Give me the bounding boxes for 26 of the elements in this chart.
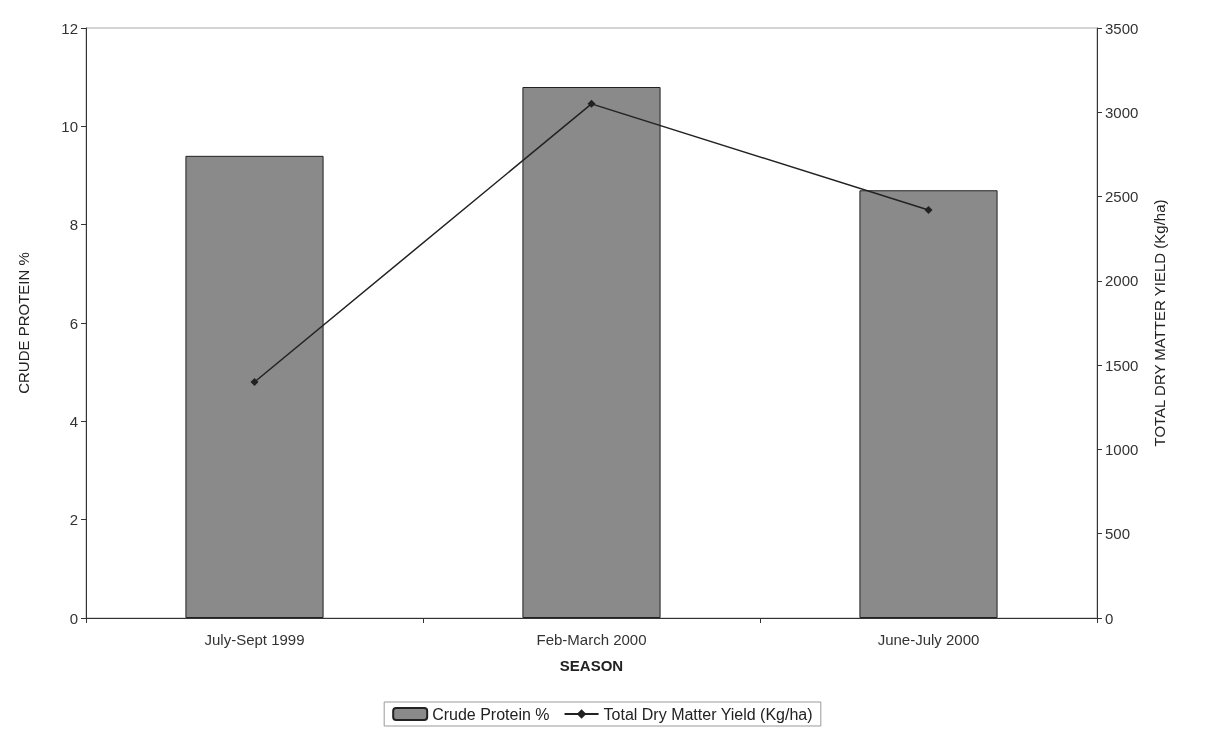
y-tick-label: 0: [69, 609, 78, 627]
x-tick-label: Feb-March 2000: [536, 631, 647, 648]
y-tick-label: 10: [61, 117, 78, 135]
y2-tick-label: 1000: [1105, 440, 1139, 458]
point: [587, 99, 596, 108]
y-tick-label: 2: [69, 511, 78, 529]
legend-label: Total Dry Matter Yield (Kg/ha): [603, 705, 813, 723]
y2-tick-label: 0: [1105, 609, 1114, 627]
y2-tick-label: 500: [1105, 525, 1131, 543]
point: [924, 206, 933, 215]
y2-tick-label: 1500: [1105, 356, 1139, 374]
x-tick-label: July-Sept 1999: [204, 631, 305, 648]
y-tick-label: 12: [61, 19, 78, 37]
y2-axis-title: TOTAL DRY MATTER YIELD (Kg/ha): [1151, 199, 1168, 447]
point: [250, 378, 259, 386]
y2-tick-label: 3000: [1105, 103, 1139, 121]
y2-tick-label: 2500: [1105, 188, 1139, 206]
legend-label: Crude Protein %: [432, 705, 550, 723]
y-tick-label: 4: [69, 412, 78, 430]
y2-tick-label: 2000: [1105, 272, 1139, 290]
x-axis-title: SEASON: [559, 657, 624, 674]
y-axis-title: CRUDE PROTEIN %: [15, 252, 32, 394]
x-tick-label: June-July 2000: [877, 631, 980, 648]
y2-tick-label: 3500: [1105, 19, 1139, 37]
y-tick-label: 6: [69, 314, 78, 332]
y-tick-label: 8: [69, 216, 78, 234]
